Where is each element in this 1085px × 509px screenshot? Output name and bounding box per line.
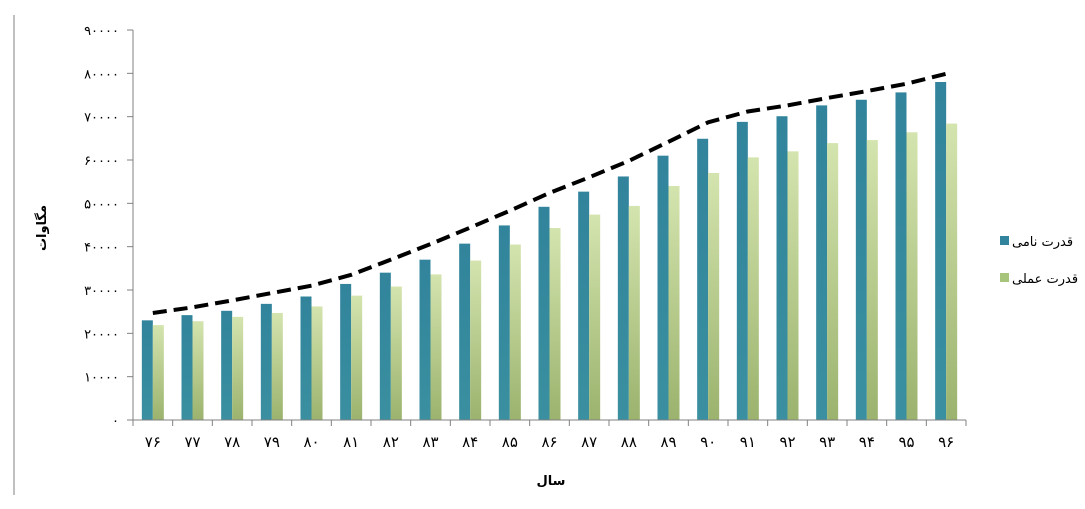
bar-actual (668, 186, 680, 420)
bar-nominal (340, 283, 352, 420)
bar-actual (351, 295, 363, 420)
bar-nominal (617, 176, 629, 420)
bar-nominal (697, 138, 709, 420)
y-tick-label: ۲۰۰۰۰ (84, 327, 119, 342)
y-tick-label: ۰ (112, 414, 119, 429)
bar-nominal (776, 116, 788, 420)
legend-label: قدرت عملی (1012, 272, 1078, 287)
bar-nominal (855, 99, 867, 421)
x-tick-label: ۸۰ (303, 433, 319, 451)
bar-nominal (419, 259, 431, 420)
bar-actual (470, 260, 482, 420)
legend-label: قدرت نامی (1012, 235, 1073, 250)
x-tick-label: ۷۹ (264, 433, 280, 451)
y-tick-label: ۳۰۰۰۰ (84, 284, 119, 299)
y-tick-label: ۸۰۰۰۰ (84, 67, 119, 82)
bar-actual (232, 316, 244, 420)
bar-nominal (538, 206, 550, 420)
bar-actual (430, 274, 442, 420)
bar-nominal (935, 82, 947, 420)
bar-actual (708, 173, 720, 420)
x-tick-label: ۹۱ (740, 433, 756, 451)
y-axis-label: مگاوات (34, 205, 50, 251)
bar-actual (906, 132, 918, 420)
bar-nominal (141, 320, 153, 420)
bar-actual (271, 312, 283, 420)
x-tick-label: ۸۷ (581, 433, 597, 451)
bar-nominal (379, 272, 391, 420)
x-tick-label: ۹۳ (819, 433, 835, 451)
legend-swatch (1000, 236, 1009, 245)
bar-actual (549, 228, 561, 420)
bar-nominal (816, 105, 828, 421)
y-tick-label: ۴۰۰۰۰ (84, 241, 119, 256)
bar-nominal (657, 155, 669, 420)
bar-actual (747, 157, 759, 420)
bar-nominal (895, 92, 907, 421)
x-tick-label: ۹۵ (898, 433, 914, 451)
bar-nominal (459, 243, 471, 420)
x-axis-label: سال (537, 474, 566, 489)
y-tick-label: ۶۰۰۰۰ (84, 154, 119, 169)
y-tick-label: ۱۰۰۰۰ (84, 371, 119, 386)
legend-swatch (1000, 273, 1009, 282)
x-tick-label: ۸۳ (422, 433, 438, 451)
bar-nominal (736, 121, 748, 420)
bar-actual (866, 140, 878, 421)
x-tick-label: ۸۵ (502, 433, 518, 451)
bar-actual (192, 321, 204, 420)
x-tick-label: ۹۲ (779, 433, 795, 451)
bar-actual (390, 286, 402, 420)
x-tick-label: ۹۰ (700, 433, 716, 451)
bar-actual (509, 244, 521, 420)
bar-nominal (578, 191, 590, 420)
x-tick-label: ۸۴ (462, 433, 478, 451)
bar-nominal (300, 296, 312, 420)
bar-actual (946, 123, 958, 420)
x-tick-label: ۹۴ (859, 433, 875, 451)
x-tick-label: ۹۶ (938, 433, 954, 451)
x-axis: ۷۶ ۷۷ ۷۸ ۷۹ ۸۰ ۸۱ ۸۲ ۸۳ ۸۴ ۸۵ ۸۶ ۸۷ ۸۸ ۸۹ ۹۰ ۹۱ ۹۲ ۹۳ ۹۴ ۹۵… (132, 419, 967, 451)
bar-actual (152, 325, 164, 420)
x-tick-label: ۸۸ (621, 433, 637, 451)
x-tick-label: ۸۲ (383, 433, 399, 451)
x-tick-label: ۷۷ (184, 433, 200, 451)
y-tick-label: ۵۰۰۰۰ (84, 197, 119, 212)
bar-actual (628, 205, 640, 420)
x-tick-label: ۸۶ (541, 433, 557, 451)
y-tick-label: ۷۰۰۰۰ (84, 111, 119, 126)
bar-nominal (498, 225, 510, 420)
trend-line (152, 71, 947, 315)
x-tick-label: ۷۶ (145, 433, 161, 451)
y-axis: ۰ ۱۰۰۰۰ ۲۰۰۰۰ ۳۰۰۰۰ ۴۰۰۰۰ ۵۰۰۰۰ ۶۰۰۰۰ ۷۰۰۰۰ ۸۰۰۰… (84, 24, 134, 429)
bar-actual (589, 214, 601, 420)
x-tick-label: ۸۱ (343, 433, 359, 451)
x-tick-label: ۸۹ (660, 433, 676, 451)
bar-nominal (260, 303, 272, 420)
plot-area (141, 71, 958, 421)
legend: قدرت نامی قدرت عملی (1000, 235, 1078, 287)
x-tick-label: ۷۸ (224, 433, 240, 451)
bar-nominal (181, 315, 193, 420)
bar-actual (827, 143, 839, 420)
y-tick-label: ۹۰۰۰۰ (84, 24, 119, 39)
bar-actual (787, 151, 799, 421)
bar-actual (311, 306, 323, 420)
bar-nominal (221, 310, 233, 420)
